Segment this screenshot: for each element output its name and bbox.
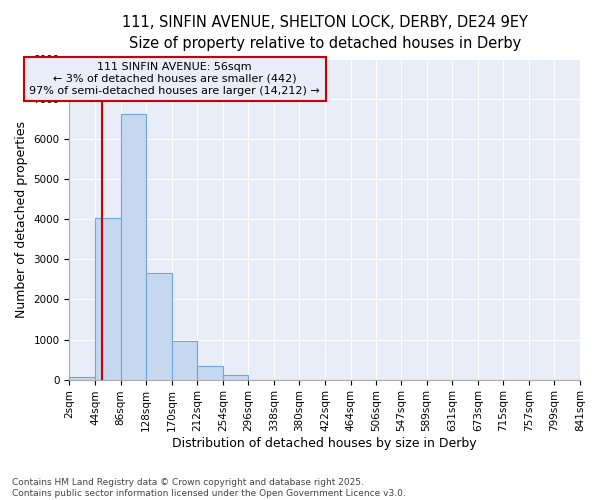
Bar — [172, 341, 197, 380]
Bar — [121, 114, 146, 380]
Bar — [70, 377, 95, 380]
Bar — [197, 366, 223, 380]
Y-axis label: Number of detached properties: Number of detached properties — [15, 121, 28, 318]
Text: Contains HM Land Registry data © Crown copyright and database right 2025.
Contai: Contains HM Land Registry data © Crown c… — [12, 478, 406, 498]
Title: 111, SINFIN AVENUE, SHELTON LOCK, DERBY, DE24 9EY
Size of property relative to d: 111, SINFIN AVENUE, SHELTON LOCK, DERBY,… — [122, 15, 527, 51]
Bar — [223, 375, 248, 380]
Bar — [146, 274, 172, 380]
Text: 111 SINFIN AVENUE: 56sqm
← 3% of detached houses are smaller (442)
97% of semi-d: 111 SINFIN AVENUE: 56sqm ← 3% of detache… — [29, 62, 320, 96]
X-axis label: Distribution of detached houses by size in Derby: Distribution of detached houses by size … — [172, 437, 477, 450]
Bar — [95, 218, 121, 380]
